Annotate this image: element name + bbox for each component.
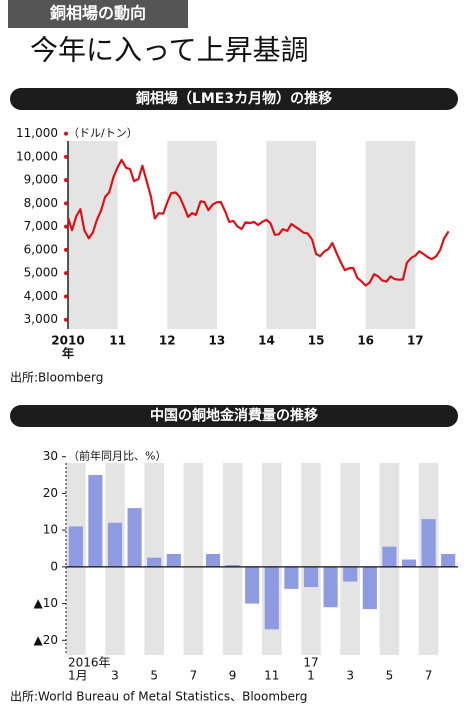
x-tick-label: 15 (308, 334, 325, 348)
year-stripe (117, 141, 168, 329)
month-stripe (281, 463, 302, 655)
section-bar (10, 405, 458, 427)
x-tick-label: 1月 (68, 669, 88, 683)
y-tick-label: 30 (43, 449, 58, 463)
y-tick-label: 7,000 (24, 219, 58, 233)
x-tick-label: 3 (346, 669, 354, 683)
x-tick-label: 2010 (51, 334, 84, 348)
month-stripe (242, 463, 262, 655)
x-tick-label: 14 (258, 334, 275, 348)
year-stripe (316, 141, 366, 329)
y-tick-label: 6,000 (24, 242, 58, 256)
x-tick-label: 16 (357, 334, 374, 348)
bar (303, 566, 319, 588)
bar (88, 475, 103, 567)
bar (382, 546, 397, 567)
y-tick-label: 0 (50, 559, 58, 573)
x-tick-label: 11 (109, 334, 126, 348)
bar (343, 566, 358, 582)
chart-title: 銅相場（LME3カ月物）の推移 (136, 90, 332, 107)
x-tick-label: 5 (150, 669, 158, 683)
bar (264, 566, 279, 630)
y-tick-dot (64, 247, 68, 252)
y-tick-label: 4,000 (24, 289, 58, 303)
x-tick-label: 13 (208, 334, 225, 348)
x-tick-label: 9 (229, 669, 237, 683)
bar (421, 519, 436, 567)
y-tick-dot (64, 131, 68, 136)
y-tick-dot (64, 178, 68, 183)
source: 出所:Bloomberg (10, 371, 103, 385)
y-tick-dot (64, 154, 68, 159)
month-stripe (360, 463, 380, 655)
x-tick-label: 5 (386, 669, 394, 683)
y-tick-dot (64, 224, 68, 229)
y-tick-label: 20 (43, 486, 58, 500)
bar (323, 566, 338, 608)
bar (225, 565, 240, 567)
chart-title: 中国の銅地金消費量の推移 (150, 407, 318, 424)
x-tick-label: 7 (190, 669, 198, 683)
y-unit-label: （前年同月比、%） (68, 449, 166, 463)
month-stripe (320, 463, 341, 655)
y-tick-label: ▲20 (34, 633, 59, 647)
y-tick-dot (64, 294, 68, 299)
tag-box (8, 0, 188, 28)
y-tick-label: 11,000 (16, 126, 58, 140)
y-tick-label: 10 (43, 523, 58, 537)
bar (284, 566, 299, 589)
y-tick-label: 5,000 (24, 266, 58, 280)
x-tick-label: 1 (307, 669, 315, 683)
headline: 今年に入って上昇基調 (30, 34, 309, 67)
y-tick-label: 8,000 (24, 196, 58, 210)
x-tick-label: 11 (264, 669, 279, 683)
bar (107, 522, 123, 567)
tag: 銅相場の動向 (50, 4, 146, 23)
x-tick-label: 17 (407, 334, 424, 348)
bar (205, 554, 221, 567)
x-tick-label: 7 (425, 669, 433, 683)
price-line (66, 158, 450, 287)
y-tick-dot (64, 317, 68, 322)
bar (147, 557, 162, 567)
y-tick-dot (64, 271, 68, 276)
y-tick-label: 9,000 (24, 173, 58, 187)
bar (166, 554, 181, 567)
bar (441, 554, 456, 567)
y-tick-label: 10,000 (16, 149, 58, 163)
year-stripe (216, 141, 267, 329)
x-group-label: 17 (303, 656, 318, 670)
bar (362, 566, 377, 610)
y-tick-label: ▲10 (34, 596, 59, 610)
y-tick-dot (64, 201, 68, 206)
source: 出所:World Bureau of Metal Statistics、Bloo… (10, 690, 307, 704)
x-group-label: 2016年 (68, 656, 111, 670)
x-tick-label: 3 (111, 669, 119, 683)
x-tick-label: 12 (159, 334, 176, 348)
bar (68, 526, 83, 567)
x-unit-label: 年 (62, 346, 74, 361)
year-stripe (415, 141, 455, 329)
section-bar (10, 88, 458, 110)
bar (127, 508, 142, 567)
y-tick-label: 3,000 (24, 312, 58, 326)
y-unit-label: （ドル/トン） (68, 127, 138, 140)
month-stripe (399, 463, 419, 655)
bar (245, 566, 260, 604)
bar (401, 559, 417, 567)
